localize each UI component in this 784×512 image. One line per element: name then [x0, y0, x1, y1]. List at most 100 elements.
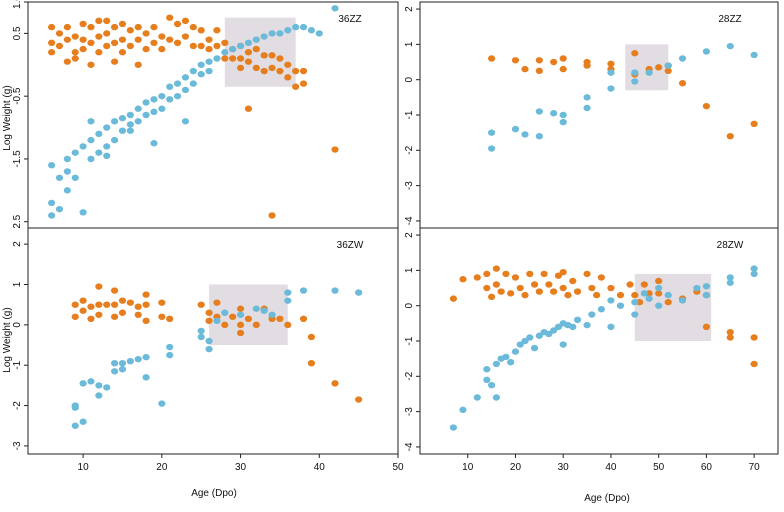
orange-point	[726, 328, 734, 336]
blue-point	[535, 132, 543, 140]
blue-point	[268, 30, 276, 37]
blue-point	[142, 99, 150, 106]
blue-point	[535, 332, 543, 339]
blue-point	[449, 424, 458, 431]
blue-point	[189, 80, 197, 87]
blue-point	[693, 284, 701, 292]
orange-point	[197, 27, 205, 34]
x-tick-label: 30	[558, 462, 570, 473]
orange-point	[181, 33, 190, 40]
orange-point	[71, 313, 79, 320]
blue-point	[63, 168, 71, 175]
orange-point	[213, 42, 221, 50]
blue-point	[583, 94, 591, 101]
orange-point	[244, 315, 253, 323]
orange-point	[71, 301, 79, 308]
orange-point	[276, 67, 284, 75]
blue-point	[95, 130, 103, 138]
orange-point	[103, 42, 111, 50]
blue-point	[126, 357, 134, 365]
blue-point	[79, 209, 87, 216]
orange-point	[535, 67, 543, 75]
orange-point	[268, 64, 276, 72]
orange-point	[292, 83, 300, 90]
orange-point	[118, 49, 127, 56]
orange-point	[284, 321, 292, 329]
orange-point	[483, 270, 491, 278]
y-tick-label: 1	[404, 267, 415, 273]
orange-point	[95, 301, 103, 308]
orange-point	[331, 380, 339, 387]
orange-point	[103, 17, 111, 25]
orange-point	[497, 288, 505, 295]
blue-point	[331, 5, 339, 12]
blue-point	[173, 92, 182, 100]
orange-point	[158, 45, 166, 53]
blue-point	[640, 290, 648, 297]
orange-point	[95, 283, 103, 290]
blue-point	[726, 42, 734, 50]
x-tick-label: 70	[749, 462, 761, 473]
orange-point	[292, 67, 300, 75]
orange-point	[573, 288, 582, 295]
blue-point	[71, 422, 79, 429]
blue-point	[678, 297, 687, 304]
blue-point	[197, 333, 205, 341]
orange-point	[118, 36, 127, 43]
blue-point	[150, 96, 158, 103]
orange-point	[236, 55, 245, 62]
x-tick-label: 60	[701, 462, 713, 473]
panel-title: 28ZZ	[718, 14, 741, 25]
y-tick-label: 0	[404, 76, 415, 82]
blue-point	[197, 61, 205, 68]
y-tick-label: 2	[12, 241, 23, 247]
orange-point	[126, 27, 134, 34]
orange-point	[110, 313, 119, 320]
orange-point	[299, 315, 308, 323]
plot-frame	[419, 227, 779, 455]
blue-point	[488, 381, 496, 389]
blue-point	[473, 394, 481, 401]
orange-point	[554, 272, 563, 279]
orange-point	[483, 284, 491, 292]
blue-point	[142, 374, 150, 381]
blue-point	[79, 380, 87, 387]
blue-point	[71, 174, 79, 181]
orange-point	[252, 64, 260, 72]
plot-frame	[27, 1, 399, 229]
x-tick-label: 40	[314, 462, 326, 473]
blue-point	[79, 143, 87, 150]
blue-point	[655, 302, 663, 309]
orange-point	[197, 301, 205, 308]
orange-point	[142, 301, 150, 308]
orange-point	[569, 277, 577, 285]
blue-point	[213, 55, 221, 62]
blue-point	[550, 110, 558, 117]
blue-point	[71, 404, 79, 411]
orange-point	[559, 268, 567, 276]
highlight-box	[209, 284, 288, 346]
orange-point	[110, 301, 119, 308]
blue-point	[87, 378, 95, 385]
orange-point	[103, 30, 111, 37]
panel-title: 36ZZ	[338, 14, 361, 25]
blue-point	[118, 366, 127, 373]
orange-point	[702, 102, 711, 110]
orange-point	[95, 49, 103, 56]
orange-point	[55, 30, 64, 37]
blue-point	[95, 392, 103, 399]
orange-point	[71, 55, 79, 62]
blue-point	[678, 55, 687, 62]
blue-point	[118, 359, 127, 367]
y-tick-label: 0	[404, 302, 415, 308]
blue-point	[750, 51, 758, 59]
orange-point	[166, 14, 174, 21]
orange-point	[79, 20, 87, 28]
orange-point	[126, 42, 134, 50]
orange-point	[750, 334, 758, 341]
blue-point	[631, 298, 639, 306]
orange-point	[79, 297, 87, 304]
orange-point	[205, 317, 213, 325]
y-tick-label: 1	[12, 281, 23, 287]
blue-point	[236, 42, 245, 50]
